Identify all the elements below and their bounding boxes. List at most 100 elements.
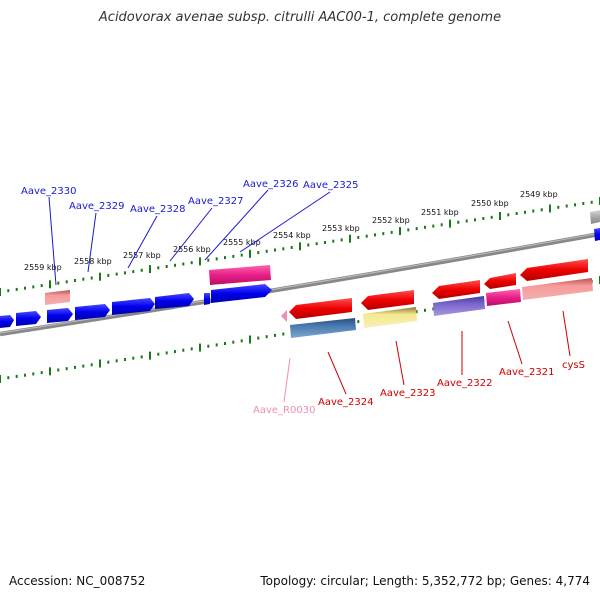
minor-tick [157,352,160,356]
major-tick [99,359,101,368]
rna-gene[interactable] [281,310,287,322]
minor-tick [32,285,35,289]
gene-label[interactable]: Aave_2327 [188,196,244,207]
major-tick [0,375,1,383]
gene-arrow[interactable] [594,228,600,241]
major-tick [49,280,51,289]
accession-label: Accession: NC_008752 [9,574,146,588]
minor-tick [282,247,285,251]
minor-tick [557,205,560,209]
minor-tick [390,230,393,234]
major-tick [199,343,201,352]
minor-tick [174,350,176,354]
gene-label[interactable]: Aave_2321 [499,367,555,378]
gene-label[interactable]: Aave_2329 [69,201,125,212]
minor-tick [65,280,68,284]
minor-tick [90,363,93,367]
gene-arrow[interactable] [0,315,14,328]
minor-tick [374,233,376,237]
reverse-strand [281,259,593,338]
major-tick [149,351,151,360]
gene-arrow[interactable] [289,298,352,319]
minor-tick [590,200,593,204]
gene-label[interactable]: cysS [562,360,585,371]
minor-tick [432,224,435,228]
minor-tick [215,343,218,347]
gene-arrow[interactable] [432,280,480,299]
major-tick [249,335,251,344]
major-tick [149,265,151,274]
gene-label[interactable]: Aave_2324 [318,397,374,408]
minor-tick [190,261,193,265]
feature-bar [45,290,70,305]
major-tick [349,234,351,243]
gene-label[interactable]: Aave_R0030 [253,405,315,416]
gene-label[interactable]: Aave_2330 [21,186,77,197]
feature-bar [209,265,271,285]
gene-label[interactable]: Aave_2325 [303,180,359,191]
minor-tick [107,273,110,277]
scale-label: 2556 kbp [173,245,211,254]
minor-tick [407,228,410,232]
topology-label: Topology: circular; Length: 5,352,772 bp… [260,574,590,588]
feature-bar [433,296,485,316]
gene-arrow[interactable] [361,290,414,310]
scale-label: 2552 kbp [372,216,410,225]
minor-tick [415,310,418,314]
minor-tick [7,376,10,380]
minor-tick [507,213,510,217]
minor-tick [190,347,193,351]
forward-strand [0,210,600,328]
minor-tick [440,223,443,227]
minor-tick [582,202,585,205]
minor-tick [240,339,243,343]
minor-tick [257,336,260,340]
minor-tick [415,227,418,231]
minor-tick [340,238,343,242]
major-tick [49,367,51,376]
gene-arrow[interactable] [520,259,588,281]
gene-arrow[interactable] [75,304,110,320]
gene-label[interactable]: Aave_2323 [380,388,436,399]
minor-tick [182,262,185,266]
minor-tick [15,287,18,291]
minor-tick [174,263,176,267]
scale-label: 2550 kbp [471,199,509,208]
major-tick [499,212,501,220]
scale-label: 2551 kbp [421,208,459,217]
scale-label: 2555 kbp [223,238,261,247]
minor-tick [290,246,293,249]
minor-tick [457,220,460,224]
gene-label[interactable]: Aave_2326 [243,179,299,190]
scale-label: 2559 kbp [24,263,62,272]
minor-tick [324,241,326,244]
major-tick [449,219,451,228]
minor-tick [515,212,518,215]
minor-tick [90,276,93,280]
minor-tick [257,251,260,255]
minor-tick [207,258,210,262]
gene-arrow[interactable] [47,308,73,323]
gene-arrow[interactable] [16,311,41,326]
minor-tick [382,232,385,236]
minor-tick [224,256,226,260]
minor-tick [315,242,318,246]
gene-arrow[interactable] [112,298,155,315]
gene-arrow[interactable] [211,284,272,303]
major-tick [549,204,551,213]
major-tick [249,249,251,258]
gene-arrow[interactable] [155,293,194,309]
scale-label: 2549 kbp [520,190,558,199]
gene-arrow[interactable] [204,293,210,305]
minor-tick [132,356,135,360]
genome-backbone [0,231,600,337]
gene-label[interactable]: Aave_2322 [437,378,493,389]
minor-tick [207,344,210,348]
minor-tick [124,271,126,275]
gene-label[interactable]: Aave_2328 [130,204,186,215]
minor-tick [465,219,468,223]
minor-tick [574,203,576,207]
scale-label: 2558 kbp [74,257,112,266]
minor-tick [124,358,126,361]
gene-arrow[interactable] [484,273,516,289]
